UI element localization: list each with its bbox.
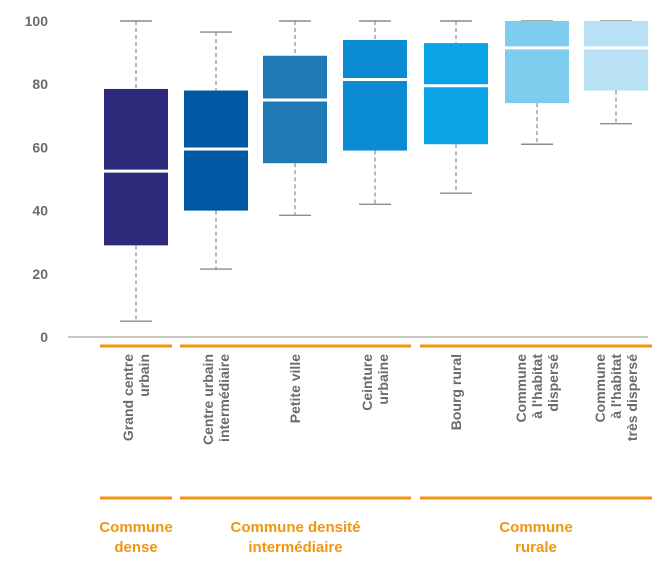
category-label-line: Commune [513, 354, 529, 423]
category-label-line: Centre urbain [200, 354, 216, 445]
category-label-line: Commune [592, 354, 608, 423]
y-tick-label: 60 [32, 139, 48, 155]
category-label-line: intermédiaire [216, 354, 232, 442]
category-label-line: Bourg rural [448, 354, 464, 430]
category-label-line: Grand centre [120, 354, 136, 441]
category-label-line: urbaine [375, 354, 391, 405]
y-tick-label: 80 [32, 76, 48, 92]
box-iqr [263, 55, 327, 164]
category-label-line: dispersé [545, 354, 561, 412]
y-tick-label: 0 [40, 329, 48, 345]
category-label-line: Petite ville [287, 354, 303, 423]
group-label: Commune [99, 519, 172, 536]
group-label: Commune densité [230, 519, 360, 536]
category-label: Grand centre urbain [120, 354, 152, 441]
group-label: rurale [515, 539, 557, 556]
category-label: Bourg rural [448, 354, 464, 430]
category-label-line: urbain [136, 354, 152, 397]
group-label: Commune [499, 519, 572, 536]
box-iqr [184, 90, 248, 211]
category-label-line: très dispersé [624, 354, 640, 441]
box-iqr [584, 21, 648, 91]
group-label: dense [114, 539, 157, 556]
category-label: Commune à l'habitat dispersé [513, 354, 561, 423]
group-label: intermédiaire [248, 539, 342, 556]
box-iqr [505, 21, 569, 104]
y-tick-label: 20 [32, 266, 48, 282]
y-tick-label: 100 [25, 13, 49, 29]
category-label-line: Ceinture [359, 354, 375, 411]
category-label-line: à l'habitat [529, 354, 545, 419]
y-tick-label: 40 [32, 203, 48, 219]
box-iqr [424, 43, 488, 145]
category-label: Petite ville [287, 354, 303, 423]
category-label-line: à l'habitat [608, 354, 624, 419]
category-label: Ceinture urbaine [359, 354, 391, 411]
box-iqr [104, 88, 168, 246]
box-iqr [343, 39, 407, 151]
category-label: Centre urbain intermédiaire [200, 354, 232, 445]
category-label: Commune à l'habitat très dispersé [592, 354, 640, 441]
